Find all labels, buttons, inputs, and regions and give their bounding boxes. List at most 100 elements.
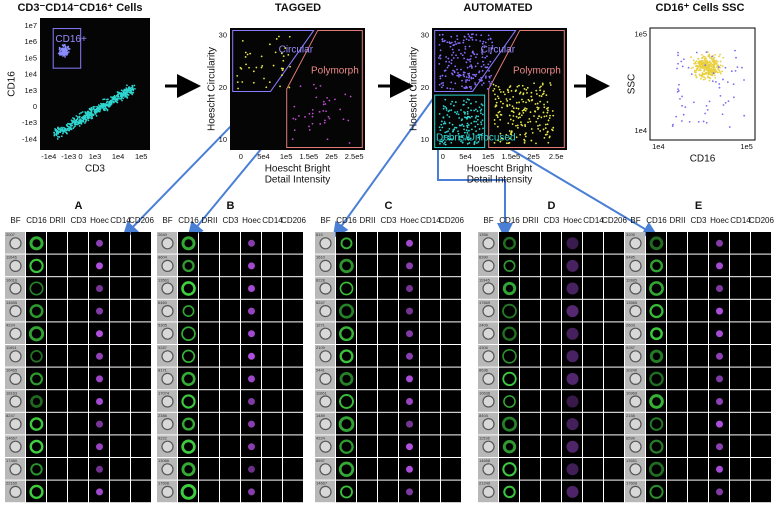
cell-cd16: [338, 416, 355, 432]
event-dot: [244, 56, 247, 58]
cell-cd16: [503, 485, 516, 499]
event-dot: [463, 128, 465, 131]
event-dot: [475, 101, 477, 103]
cell-bf: [161, 305, 174, 318]
event-dot: [480, 65, 483, 68]
image-tile: [730, 345, 750, 367]
event-dot: [56, 138, 59, 140]
cell-bf: [9, 395, 22, 408]
cell-nucleus: [406, 488, 413, 496]
image-tile: [520, 435, 540, 457]
cell-bf: [629, 395, 642, 408]
event-dot: [498, 88, 501, 91]
cell-bf: [319, 440, 332, 453]
event-dot: [308, 129, 311, 131]
event-dot: [62, 130, 65, 132]
image-tile: [520, 480, 540, 503]
event-dot: [535, 93, 538, 95]
event-dot: [441, 140, 444, 143]
y-axis-label: Hoescht Circularity: [409, 47, 420, 131]
cell-cd16: [503, 236, 516, 250]
event-dot: [675, 115, 678, 118]
image-tile: [47, 322, 67, 344]
event-dot: [451, 73, 454, 76]
event-id: 17606: [158, 481, 170, 486]
event-dot: [498, 110, 501, 113]
image-tile: [688, 299, 708, 322]
event-dot: [328, 117, 331, 120]
event-dot: [537, 124, 539, 127]
x-tick-label: 1.5e5: [299, 152, 318, 161]
event-dot: [483, 46, 486, 49]
event-dot: [486, 55, 488, 58]
image-tile: [751, 299, 771, 322]
event-dot: [450, 81, 453, 84]
event-dot: [493, 122, 496, 125]
event-dot: [522, 100, 525, 103]
event-dot: [252, 70, 255, 73]
event-dot: [454, 40, 457, 43]
event-dot: [480, 34, 483, 37]
event-dot: [710, 68, 713, 71]
event-dot: [121, 99, 123, 102]
image-tile: [583, 435, 603, 457]
cell-nucleus: [96, 398, 103, 405]
event-dot: [322, 110, 325, 112]
image-tile: [110, 345, 130, 367]
event-dot: [294, 118, 297, 121]
event-dot: [87, 119, 90, 122]
column-header: CD206: [281, 216, 306, 225]
event-dot: [680, 120, 683, 122]
event-dot: [475, 130, 478, 133]
event-dot: [457, 74, 460, 76]
image-tile: [47, 232, 67, 254]
event-dot: [466, 66, 469, 69]
event-dot: [93, 105, 96, 108]
event-dot: [512, 119, 515, 122]
image-tile: [751, 322, 771, 344]
event-dot: [442, 139, 444, 142]
cell-cd16: [30, 395, 43, 408]
event-dot: [466, 124, 468, 127]
event-dot: [705, 69, 708, 71]
column-header: BF: [162, 216, 172, 225]
cell-bf: [482, 259, 495, 272]
event-dot: [733, 96, 735, 99]
event-dot: [467, 106, 470, 109]
event-dot: [510, 131, 513, 134]
image-tile: [357, 412, 377, 435]
image-tile: [262, 232, 282, 254]
event-dot: [125, 88, 128, 91]
event-dot: [537, 108, 539, 111]
event-dot: [475, 120, 478, 123]
event-dot: [533, 82, 535, 85]
column-header: Hoec: [242, 216, 261, 225]
cell-cd16: [29, 258, 44, 274]
event-dot: [472, 73, 474, 76]
image-tile: [378, 390, 398, 412]
event-dot: [452, 88, 454, 90]
event-dot: [530, 128, 533, 130]
plot-area: [230, 28, 365, 150]
event-id: 2007: [6, 232, 16, 237]
event-dot: [694, 62, 697, 65]
event-dot: [512, 95, 515, 98]
event-dot: [699, 69, 702, 72]
event-dot: [468, 35, 471, 38]
event-id: 11646: [6, 255, 18, 260]
event-dot: [439, 57, 442, 60]
y-tick-label: 1e5: [24, 53, 37, 62]
cell-bf: [629, 440, 642, 453]
event-dot: [439, 77, 442, 80]
event-dot: [512, 111, 515, 114]
column-header: CD14: [420, 216, 441, 225]
event-dot: [65, 129, 68, 132]
image-tile: [199, 299, 219, 322]
event-dot: [60, 126, 63, 129]
event-dot: [732, 83, 735, 86]
x-axis-label: Hoescht Bright: [265, 164, 331, 175]
event-dot: [281, 69, 284, 72]
event-dot: [517, 107, 520, 110]
column-header: CD16: [26, 216, 47, 225]
image-tile: [336, 232, 356, 254]
